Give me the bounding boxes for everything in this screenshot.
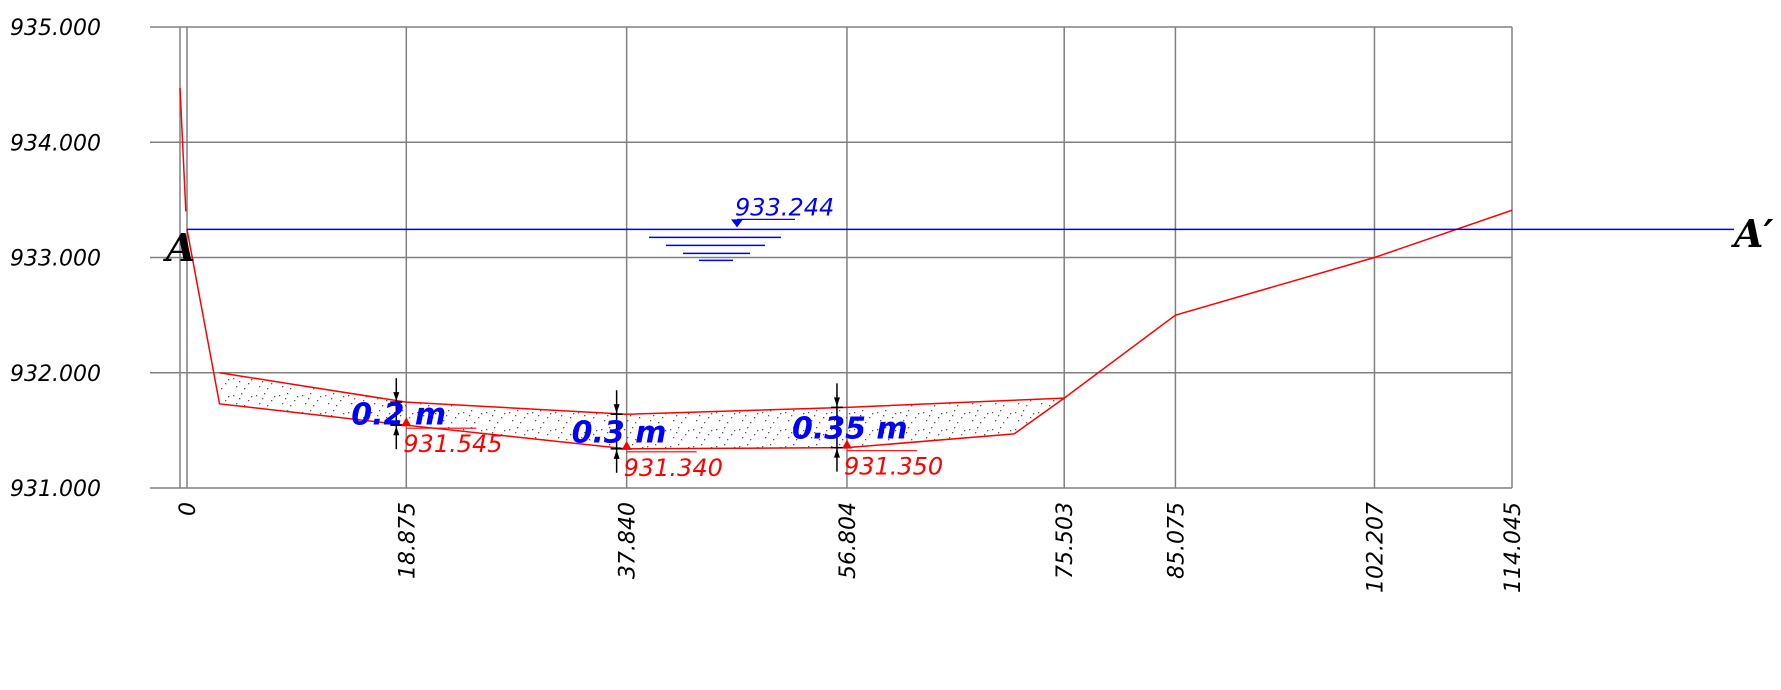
dimension-arrow bbox=[393, 392, 400, 402]
elevation-marker bbox=[841, 439, 852, 449]
bottom-elevation-label: 931.340 bbox=[624, 454, 723, 482]
dimension-arrow bbox=[613, 404, 620, 414]
y-tick-label: 932.000 bbox=[10, 362, 101, 387]
dimension-arrow bbox=[393, 426, 400, 436]
x-tick-label: 56.804 bbox=[836, 502, 861, 579]
bank-line bbox=[179, 88, 187, 212]
x-tick-label: 114.045 bbox=[1501, 502, 1526, 593]
water-level-label: 933.244 bbox=[735, 193, 834, 221]
section-end-label: A′ bbox=[1731, 211, 1774, 256]
bottom-elevation-label: 931.350 bbox=[844, 453, 943, 481]
elevation-marker bbox=[621, 440, 632, 450]
x-tick-label: 0 bbox=[176, 502, 201, 516]
dimension-arrow bbox=[613, 449, 620, 459]
dimension-arrow bbox=[833, 397, 840, 407]
y-tick-label: 934.000 bbox=[10, 131, 101, 156]
thickness-label: 0.35 m bbox=[792, 411, 908, 446]
bottom-elevation-label: 931.545 bbox=[403, 430, 502, 458]
y-tick-label: 935.000 bbox=[10, 16, 101, 41]
water-level: 933.244 bbox=[187, 193, 1734, 262]
sediment-top-line bbox=[219, 372, 1065, 415]
sediment-fill bbox=[219, 372, 1065, 449]
sediment-area bbox=[219, 372, 1065, 449]
thickness-label: 0.3 m bbox=[572, 416, 667, 451]
thickness-label: 0.2 m bbox=[351, 398, 446, 433]
y-tick-label: 931.000 bbox=[10, 477, 101, 502]
x-tick-label: 85.075 bbox=[1164, 502, 1189, 579]
x-tick-label: 18.875 bbox=[395, 502, 420, 579]
x-tick-label: 37.840 bbox=[616, 502, 641, 579]
water-marker bbox=[731, 219, 743, 228]
elevation-marker bbox=[401, 417, 412, 427]
x-tick-label: 75.503 bbox=[1053, 502, 1078, 579]
y-tick-label: 933.000 bbox=[10, 247, 101, 272]
ground-profile bbox=[179, 88, 1513, 450]
profile-line bbox=[186, 209, 1513, 450]
dimension-arrow bbox=[833, 448, 840, 458]
axis-labels: 931.000 932.000 933.000 934.000 935.000 0 18.8… bbox=[10, 16, 1526, 593]
section-start-label: A bbox=[163, 225, 195, 270]
x-tick-label: 102.207 bbox=[1363, 502, 1388, 593]
